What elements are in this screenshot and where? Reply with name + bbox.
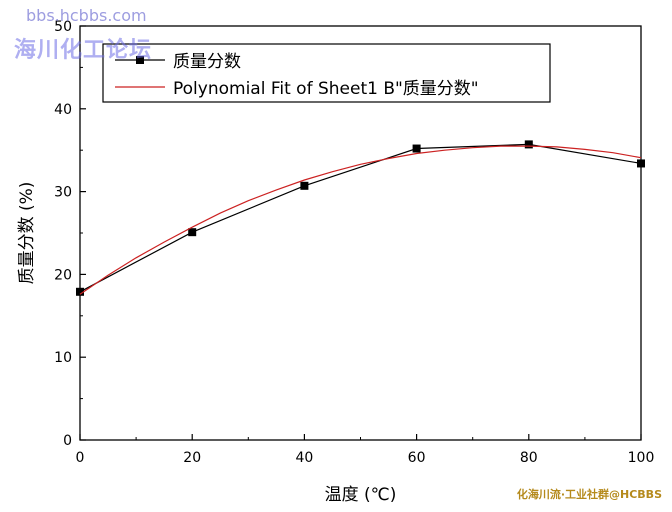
x-tick-label: 100 bbox=[628, 450, 655, 466]
watermark-footer: 化海川流·工业社群@HCBBS bbox=[516, 488, 662, 501]
series-line-1 bbox=[79, 143, 642, 293]
legend-entry-label: Polynomial Fit of Sheet1 B"质量分数" bbox=[173, 79, 479, 99]
watermark-url: bbs.hcbbs.com bbox=[26, 6, 147, 25]
x-tick-label: 60 bbox=[408, 450, 426, 466]
legend-swatch-marker bbox=[136, 56, 144, 64]
x-axis-label: 温度 (℃) bbox=[325, 485, 397, 505]
x-tick-label: 20 bbox=[183, 450, 201, 466]
y-tick-label: 40 bbox=[54, 102, 72, 118]
y-tick-label: 0 bbox=[63, 433, 72, 449]
data-point bbox=[412, 144, 421, 153]
data-point bbox=[300, 181, 309, 190]
legend-box bbox=[102, 43, 551, 103]
y-tick-label: 10 bbox=[54, 350, 72, 366]
x-tick-label: 80 bbox=[520, 450, 538, 466]
data-point bbox=[76, 287, 84, 296]
data-point bbox=[188, 228, 197, 237]
x-tick-label: 40 bbox=[295, 450, 313, 466]
y-tick-label: 20 bbox=[54, 267, 72, 283]
y-tick-label: 50 bbox=[54, 19, 72, 35]
data-point bbox=[524, 140, 533, 149]
y-axis-label: 质量分数 (%) bbox=[17, 182, 37, 285]
watermark-forum-logo: 海川化工论坛 bbox=[14, 38, 153, 63]
data-point bbox=[637, 159, 645, 168]
legend-entry-label: 质量分数 bbox=[173, 52, 241, 72]
x-tick-label: 0 bbox=[76, 450, 85, 466]
y-tick-label: 30 bbox=[54, 185, 72, 201]
series-line-2 bbox=[79, 145, 642, 295]
